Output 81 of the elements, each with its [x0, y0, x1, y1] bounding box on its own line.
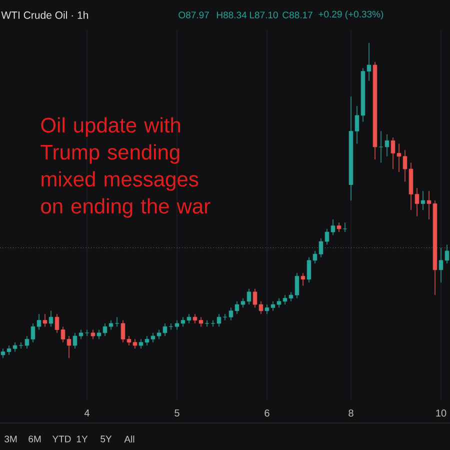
candlestick [186, 314, 192, 324]
candlestick [306, 256, 312, 283]
candlestick [228, 307, 234, 321]
candlestick [42, 314, 48, 327]
text: O87.97 [178, 12, 209, 18]
x-tick-label: 5 [174, 410, 180, 417]
x-tick-label: 4 [84, 410, 90, 416]
text: All [124, 436, 134, 442]
text: 6M [28, 436, 41, 442]
candlestick [216, 314, 222, 327]
candlestick [366, 42, 372, 82]
candlestick [168, 323, 174, 330]
candlestick [384, 134, 390, 157]
candlestick [414, 188, 420, 217]
candlestick [180, 316, 186, 327]
candlestick [162, 323, 168, 336]
candlestick [72, 332, 78, 349]
text: YTD [52, 436, 71, 442]
candlestick [198, 316, 204, 327]
candlestick [6, 345, 12, 356]
candlestick [144, 336, 150, 346]
candlestick [24, 336, 30, 349]
candlestick [438, 247, 444, 283]
x-tick-label: 6 [264, 410, 270, 417]
candlestick [270, 301, 276, 312]
candlestick [0, 348, 6, 358]
candlestick [282, 294, 288, 305]
candlestick [324, 228, 330, 245]
candlestick [276, 298, 282, 308]
text: C88.17 [282, 12, 312, 18]
candlestick [36, 314, 42, 330]
candlestick [426, 190, 432, 220]
candlestick [30, 323, 36, 343]
candlestick [108, 320, 114, 330]
candlestick [240, 298, 246, 308]
candlestick [420, 190, 426, 210]
candlestick [402, 150, 408, 182]
candlestick [330, 219, 336, 236]
candlestick [444, 244, 450, 264]
candlestick [264, 304, 270, 314]
candlestick [102, 323, 108, 336]
candlestick [288, 292, 294, 302]
candlestick [150, 332, 156, 343]
candlestick [294, 272, 300, 299]
candlestick [48, 310, 54, 327]
candlestick [390, 137, 396, 170]
text: H88.34 [216, 12, 247, 18]
text: +0.29 (+0.33%) [318, 10, 384, 20]
candlestick [60, 326, 66, 343]
text: 3M [4, 436, 17, 442]
candlestick [258, 301, 264, 314]
candlestick [18, 342, 24, 349]
text: 5Y [100, 436, 112, 442]
candlestick [234, 301, 240, 314]
candlestick [252, 288, 258, 308]
text: L87.10 [250, 12, 278, 18]
candlestick [156, 329, 162, 340]
candlestick [300, 272, 306, 286]
candlestick [396, 143, 402, 172]
candlestick [78, 329, 84, 340]
candlestick [54, 314, 60, 334]
candlestick [126, 336, 132, 346]
candlestick [312, 250, 318, 264]
candlestick [12, 342, 18, 352]
candlestick [318, 238, 324, 258]
candlestick [246, 288, 252, 305]
candlestick [132, 338, 138, 349]
candlestick [138, 338, 144, 349]
candlestick [90, 329, 96, 340]
candlestick [66, 336, 72, 358]
candlestick [354, 106, 360, 144]
candlestick [174, 320, 180, 330]
candlestick [336, 222, 342, 232]
candlestick [120, 320, 126, 343]
candlestick [192, 314, 198, 324]
x-tick-label: 8 [348, 410, 354, 417]
x-tick-label: 10 [436, 410, 446, 417]
text: 1Y [76, 436, 88, 442]
chart-subtitle: WTI Crude Oil · 1h [1, 11, 88, 19]
candlestick [96, 329, 102, 340]
text: Oil update with Trump sending mixed messages on ending the war [40, 117, 210, 218]
